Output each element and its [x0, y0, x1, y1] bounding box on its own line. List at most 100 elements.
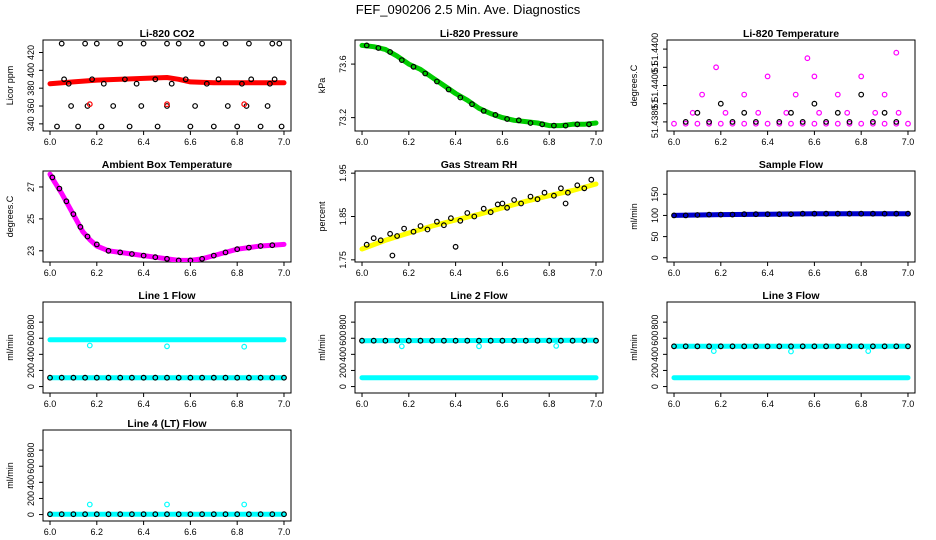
x-tick-label: 6.0: [356, 137, 369, 147]
panel-title: Li-820 CO2: [140, 28, 195, 40]
x-tick-label: 6.0: [356, 268, 369, 278]
data-point-samples: [834, 210, 841, 217]
data-point-samples: [168, 80, 175, 87]
data-point-mean: [816, 109, 822, 116]
y-tick-label: 0: [26, 512, 36, 517]
data-point-samples: [464, 337, 471, 344]
panel-title: Ambient Box Temperature: [102, 159, 233, 171]
data-point-mean: [699, 91, 705, 98]
data-point-mean: [844, 109, 851, 116]
data-point-samples: [870, 343, 876, 350]
data-point-samples: [811, 343, 818, 350]
x-tick-label: 6.2: [403, 137, 416, 147]
data-point-samples: [823, 343, 829, 350]
data-point-samples: [469, 101, 475, 108]
plot-frame: [666, 170, 916, 263]
data-point-samples: [93, 511, 100, 518]
data-point-samples: [694, 212, 701, 218]
data-point-samples: [187, 374, 194, 381]
data-point-samples: [753, 211, 759, 218]
panel-5: Sample Flow ml/min 6.0 6.2 6.4 6.6 6.8 7.0 0 50 10…: [629, 159, 916, 278]
x-tick-label: 6.2: [715, 137, 728, 147]
data-point-samples: [846, 343, 853, 350]
y-axis-label: degrees.C: [5, 195, 15, 237]
y-tick-label: 800: [650, 315, 660, 330]
plot-frame: [42, 170, 292, 263]
data-point-samples: [187, 123, 194, 130]
data-point-mean: [722, 109, 729, 116]
data-point-samples: [267, 80, 273, 87]
x-tick-label: 7.0: [278, 399, 291, 409]
data-point-mean: [717, 120, 724, 127]
data-point-samples: [187, 257, 194, 262]
data-point-samples: [84, 233, 91, 240]
data-point-samples: [138, 103, 145, 109]
data-point-mean: [755, 109, 762, 116]
x-tick-label: 6.4: [761, 268, 774, 278]
data-point-dips: [788, 348, 794, 355]
x-tick-label: 6.6: [184, 527, 197, 537]
x-tick-label: 7.0: [278, 527, 291, 537]
data-point-samples: [110, 103, 117, 109]
data-point-samples: [245, 374, 252, 381]
y-tick-label: 51.4400: [650, 33, 660, 66]
data-point-samples: [82, 40, 88, 47]
x-tick-label: 6.8: [543, 399, 556, 409]
data-point-samples: [441, 222, 447, 229]
data-point-samples: [375, 45, 382, 51]
x-tick-label: 6.6: [808, 268, 821, 278]
data-point-samples: [581, 337, 588, 344]
y-tick-label: 51: [650, 99, 660, 109]
data-point-samples: [434, 78, 440, 85]
data-point-samples: [140, 374, 147, 381]
data-point-mean: [858, 73, 865, 80]
data-point-samples: [77, 223, 84, 230]
x-tick-label: 7.0: [278, 137, 291, 147]
data-point-mean: [753, 120, 759, 127]
data-point-samples: [487, 337, 494, 344]
y-tick-label: 340: [26, 116, 36, 131]
data-point-samples: [58, 374, 65, 381]
data-point-samples: [417, 223, 424, 229]
data-point-samples: [105, 511, 112, 518]
data-point-samples: [480, 107, 487, 114]
data-point-samples: [799, 210, 806, 217]
data-point-mean: [893, 120, 900, 127]
series-group: [47, 171, 287, 262]
data-point-samples: [429, 337, 436, 344]
y-axis-label: kPa: [317, 78, 327, 94]
data-point-samples: [741, 211, 748, 218]
x-tick-label: 6.2: [91, 137, 104, 147]
x-tick-label: 6.6: [808, 137, 821, 147]
data-point-samples: [834, 343, 841, 350]
x-tick-label: 6.4: [449, 137, 462, 147]
x-tick-label: 6.2: [715, 399, 728, 409]
data-point-samples: [222, 249, 229, 256]
y-tick-label: 27: [26, 182, 36, 192]
data-point-samples: [224, 103, 231, 109]
data-point-dips: [476, 343, 482, 350]
data-point-samples: [175, 40, 182, 47]
data-point-samples: [128, 374, 135, 381]
y-tick-label: 200: [338, 363, 348, 378]
data-point-samples: [527, 193, 534, 200]
data-point-samples: [881, 343, 888, 350]
data-point-samples: [140, 40, 147, 47]
y-tick-label: 1.75: [338, 251, 348, 269]
data-point-samples: [574, 121, 581, 128]
x-tick-label: 6.8: [855, 137, 868, 147]
data-point-samples: [117, 511, 124, 518]
data-point-samples: [175, 374, 182, 381]
y-tick-label: 600: [26, 331, 36, 346]
data-point-samples: [546, 337, 553, 344]
data-point-samples: [54, 123, 60, 130]
panel-2: Li-820 Temperature degrees.C 6.0 6.2 6.4 6.6 6…: [629, 28, 916, 147]
x-tick-label: 7.0: [278, 268, 291, 278]
data-point-samples: [70, 374, 77, 381]
data-point-samples: [717, 211, 724, 218]
panel-title: Line 2 Flow: [450, 290, 508, 302]
x-tick-label: 6.6: [496, 399, 509, 409]
y-tick-label: 400: [26, 347, 36, 362]
data-point-samples: [776, 211, 783, 218]
